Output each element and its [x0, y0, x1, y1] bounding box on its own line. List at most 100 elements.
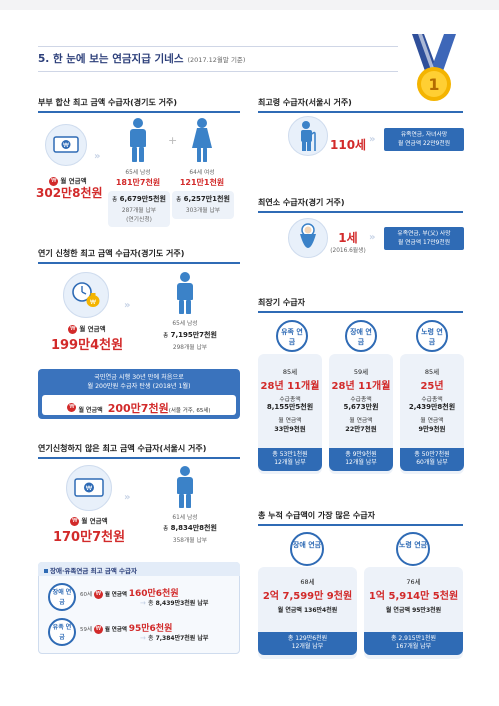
s3-total-label: 총 — [163, 526, 169, 532]
clock-moneybag-icon: ₩ — [72, 282, 100, 307]
r4-col1-paid: 총 129만6천원 — [287, 635, 328, 642]
s2-amount-label: ₩ 월 연금액 — [52, 323, 122, 334]
arrow-icon: » — [124, 492, 131, 503]
s3-total: 총 8,834만8천원 — [150, 523, 230, 533]
section2-divider — [38, 262, 240, 264]
s4-heading-text: 장애·유족연금 최고 금액 수급자 — [50, 567, 137, 575]
r3-col3-total-label: 수급총액 — [421, 397, 443, 403]
woman-figure-icon — [192, 118, 212, 162]
r4-col1-age: 68세 — [300, 578, 315, 586]
s4-row1-total-label: 총 — [147, 600, 154, 607]
man-total-label: 총 — [112, 197, 118, 203]
gold-medal-icon: 1 — [412, 34, 456, 101]
r3-col3-monthly: 9만9천원 — [418, 425, 446, 433]
s1-amount: 302만8천원 — [36, 186, 103, 200]
r1-heading: 최고령 수급자(서울시 거주) — [258, 98, 352, 107]
r4-heading: 총 누적 수급액이 가장 많은 수급자 — [258, 511, 375, 520]
section3-divider — [38, 457, 240, 459]
won-badge-icon: ₩ — [93, 625, 103, 634]
swaddled-baby-icon — [300, 223, 316, 248]
r3-heading: 최장기 수급자 — [258, 298, 305, 307]
r4-col2-monthly: 월 연금액 95만3천원 — [385, 607, 442, 614]
woman-months: 303개월 납부 — [185, 208, 221, 214]
arrow-icon: → — [140, 634, 146, 642]
arrow-icon: » — [369, 232, 376, 243]
section1-heading: 부부 합산 최고 금액 수급자(경기도 거주) — [38, 98, 177, 107]
won-banknote-icon: ₩ — [53, 136, 79, 153]
arrow-icon: » — [94, 151, 101, 162]
s1-amount-label: ₩ 월 연금액 — [38, 175, 98, 186]
s2-months: 298개월 납부 — [172, 345, 208, 351]
r3-col2-total: 5,673만원 — [343, 403, 379, 411]
r3-col1-label: 월 연금액 — [278, 418, 302, 424]
r3-col1-period: 28년 11개월 — [260, 381, 320, 392]
s2-banner-inner — [42, 395, 236, 415]
r3-col3-age: 85세 — [424, 368, 440, 376]
s1-label: 월 연금액 — [60, 177, 87, 185]
plus-icon: + — [168, 134, 178, 147]
r2-amount: 월 연금액 17만9천원 — [397, 239, 451, 246]
top-strip — [0, 0, 499, 10]
r3-col2-age: 59세 — [353, 368, 369, 376]
r1-amount: 월 연금액 22만9천원 — [397, 140, 451, 147]
s4-row1-type: 장애 연금 — [48, 583, 76, 611]
r3-col3-paid: 총 50만7천원 — [414, 451, 450, 458]
banner-label: 월 연금액 — [78, 407, 103, 414]
banner-note: (서울 거주, 65세) — [168, 408, 211, 414]
r3-col2-label: 월 연금액 — [349, 418, 373, 424]
r4-col2-total: 1억 5,914만 5천원 — [368, 591, 459, 602]
r4-col1-monthly: 월 연금액 136만4천원 — [277, 607, 338, 614]
man-total: 총 6,679만5천원 — [108, 194, 170, 204]
r4-col2-months: 167개월 납부 — [395, 643, 432, 651]
s4-row2-amount: 95만6천원 — [128, 624, 173, 634]
section2-heading: 연기 신청한 최고 금액 수급자(경기도 거주) — [38, 249, 185, 258]
s4-row1-total: → 총 8,439만3천원 납부 — [140, 598, 208, 607]
s4-row1-label: 월 연금액 — [104, 592, 127, 598]
section3-heading: 연기신청하지 않은 최고 금액 수급자(서울시 거주) — [38, 444, 207, 453]
won-badge-icon: ₩ — [70, 516, 80, 526]
r3-divider — [258, 311, 463, 313]
r3-col1-total: 8,155만5천원 — [266, 403, 314, 411]
man-total-panel — [108, 191, 170, 227]
page-header: 5. 한 눈에 보는 연금지급 기네스 (2017.12월말 기준) — [38, 46, 398, 72]
s4-row1-amount: 160만6천원 — [128, 589, 179, 599]
s4-row2-age: 59세 — [80, 627, 93, 633]
r3-col1-paid: 총 53만1천원 — [272, 451, 308, 458]
r3-col2-period: 28년 11개월 — [331, 381, 391, 392]
woman-total: 총 6,257만1천원 — [172, 194, 234, 204]
s3-amount: 170만7천원 — [52, 530, 126, 545]
s4-row1-total-value: 8,439만3천원 납부 — [155, 600, 209, 607]
man-figure-icon — [176, 272, 194, 314]
s3-desc: 61세 남성 — [172, 515, 198, 521]
s3-months: 358개월 납부 — [172, 538, 208, 544]
man-desc: 65세 남성 — [125, 170, 151, 176]
r1-age: 110세 — [330, 138, 367, 152]
r4-col2-age: 76세 — [406, 578, 421, 586]
banner-line2: 월 200만원 수급자 탄생 (2018년 1월) — [87, 383, 191, 391]
s4-row2-line: 59세 ₩ 월 연금액 95만6천원 — [80, 621, 172, 634]
r4-col2-foot: 총 2,915만1천원 167개월 납부 — [364, 632, 463, 655]
r4-col2-paid: 총 2,915만1천원 — [391, 635, 436, 642]
r3-col3-label: 월 연금액 — [420, 418, 444, 424]
s2-banner-text: 국민연금 시행 30년 만에 처음으로 월 200만원 수급자 탄생 (2018년… — [38, 373, 240, 392]
s2-total-label: 총 — [163, 333, 169, 339]
woman-total-panel — [172, 191, 234, 219]
r1-divider — [258, 111, 463, 113]
s4-heading: 장애·유족연금 최고 금액 수급자 — [44, 565, 137, 575]
r3-col3-months: 60개월 납부 — [416, 459, 448, 467]
r4-col1-foot: 총 129만6천원 12개월 납부 — [258, 632, 357, 655]
won-badge-icon: ₩ — [67, 403, 77, 412]
s2-banner-amount: ₩ 월 연금액 200만7천원(서울 거주, 65세) — [42, 397, 236, 416]
man-note: (연기신청) — [126, 217, 152, 223]
r2-type: 유족연금, 부(父) 사망 — [397, 231, 451, 237]
s3-label: 월 연금액 — [81, 517, 108, 525]
r3-col1-foot: 총 53만1천원 12개월 납부 — [258, 448, 322, 471]
arrow-icon: » — [124, 300, 131, 311]
s2-total-value: 7,195만7천원 — [170, 331, 217, 339]
s4-header-bg — [38, 562, 240, 576]
r3-col3-type: 노령 연금 — [416, 320, 448, 352]
svg-text:₩: ₩ — [63, 142, 69, 149]
s2-desc: 65세 남성 — [172, 321, 198, 327]
medal-number: 1 — [428, 75, 439, 94]
